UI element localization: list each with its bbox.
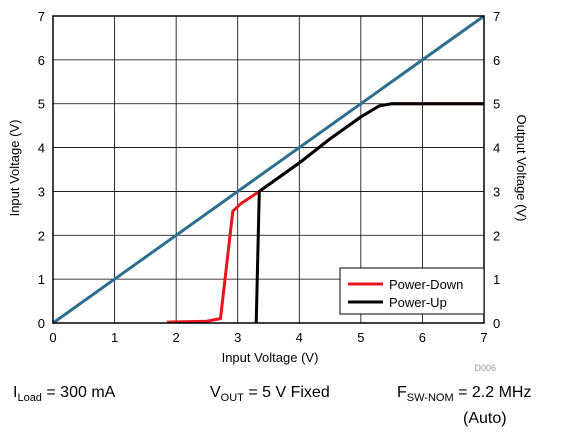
series-group [52,14,485,325]
x-tick-label: 0 [49,330,56,345]
y2-tick-label: 4 [493,141,500,156]
y2-tick-label: 7 [493,9,500,24]
y-tick-label: 7 [38,9,45,24]
legend-box [339,267,485,315]
x-tick-label: 3 [234,330,241,345]
y-tick-label: 3 [38,184,45,199]
x-tick-label: 1 [111,330,118,345]
y-tick-label: 4 [38,141,45,156]
x-tick-label: 4 [296,330,303,345]
y2-tick-label: 1 [493,272,500,287]
legend: Power-Down Power-Up [339,267,485,315]
load-current-caption: ILoad = 300 mA [13,384,116,404]
y2-tick-label: 2 [493,228,500,243]
power-up-line [254,102,484,324]
y2-tick-label: 3 [493,184,500,199]
switching-frequency-caption: FSW-NOM = 2.2 MHz [397,384,532,404]
legend-label-power-down: Power-Down [389,277,463,292]
y-tick-label: 0 [38,316,45,331]
x-tick-label: 6 [419,330,426,345]
output-voltage-caption: VOUT = 5 V Fixed [210,384,330,404]
figure-code: D006 [474,363,496,373]
y2-axis-label: Output Voltage (V) [514,115,529,222]
y-tick-label: 1 [38,272,45,287]
y2-tick-label: 5 [493,97,500,112]
y-axis-label: Input Voltage (V) [7,120,22,217]
legend-label-power-up: Power-Up [389,295,447,310]
plot-frame [52,15,485,324]
y-tick-label: 6 [38,53,45,68]
y2-tick-label: 6 [493,53,500,68]
reference-line [52,14,485,325]
y2-tick-label: 0 [493,316,500,331]
auto-mode-caption: (Auto) [463,410,507,427]
x-tick-label: 7 [480,330,487,345]
y-tick-label: 5 [38,97,45,112]
x-axis-label: Input Voltage (V) [222,350,319,365]
x-tick-label: 5 [357,330,364,345]
y-tick-label: 2 [38,228,45,243]
x-tick-label: 2 [173,330,180,345]
